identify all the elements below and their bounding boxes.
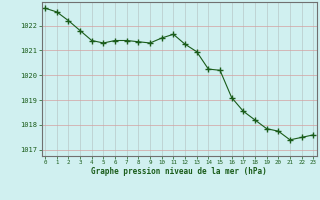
X-axis label: Graphe pression niveau de la mer (hPa): Graphe pression niveau de la mer (hPa) <box>91 167 267 176</box>
